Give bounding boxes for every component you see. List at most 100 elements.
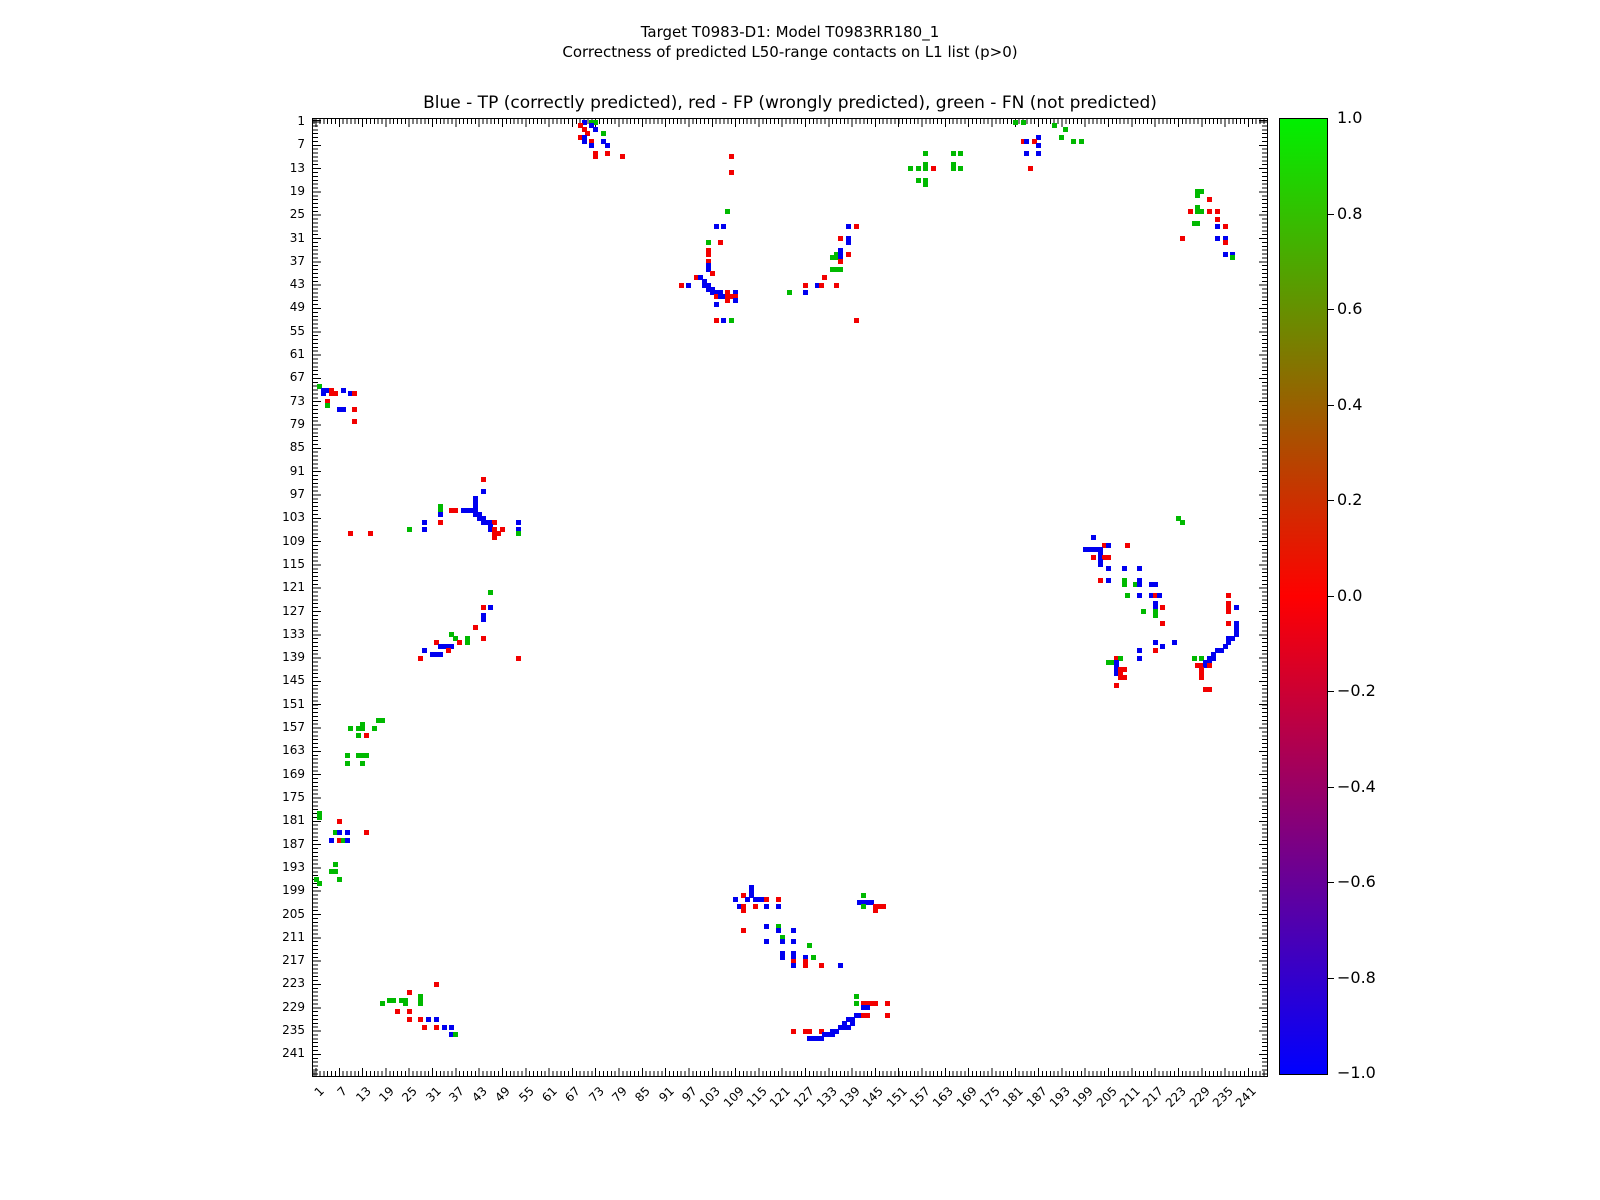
data-point: [958, 166, 964, 172]
data-point: [472, 504, 478, 510]
x-tick-label: 85: [632, 1084, 654, 1105]
data-point: [336, 838, 342, 844]
colorbar-tick: [1328, 309, 1334, 310]
data-point: [923, 162, 929, 168]
x-tick-label: 37: [446, 1084, 467, 1105]
data-point: [352, 406, 358, 412]
right-axis-ticks: [1262, 119, 1267, 1076]
data-point: [1175, 515, 1181, 521]
data-point: [406, 1016, 412, 1022]
data-point: [1125, 593, 1131, 599]
data-point: [1207, 208, 1213, 214]
data-point: [1028, 166, 1034, 172]
data-point: [488, 527, 494, 533]
data-point: [1199, 667, 1205, 673]
data-point: [336, 818, 342, 824]
data-point: [1113, 663, 1119, 669]
data-point: [1024, 150, 1030, 156]
data-point: [1160, 605, 1166, 611]
data-point: [853, 317, 859, 323]
data-point: [861, 892, 867, 898]
data-point: [1121, 667, 1127, 673]
data-point: [329, 387, 335, 393]
data-point: [406, 527, 412, 533]
data-point: [756, 896, 762, 902]
y-tick-label: 169: [282, 766, 305, 781]
data-point: [814, 1036, 820, 1042]
data-point: [717, 294, 723, 300]
data-point: [764, 939, 770, 945]
data-point: [1226, 601, 1232, 607]
x-tick-label: 199: [1070, 1084, 1097, 1111]
colorbar-tick-label: 0.4: [1337, 394, 1363, 414]
data-point: [1152, 640, 1158, 646]
data-point: [325, 387, 331, 393]
data-point: [1195, 663, 1201, 669]
data-point: [810, 954, 816, 960]
data-point: [810, 1036, 816, 1042]
data-point: [1199, 208, 1205, 214]
colorbar-tick: [1328, 500, 1334, 501]
data-point: [803, 282, 808, 288]
data-point: [744, 896, 750, 902]
data-point: [453, 1032, 459, 1038]
data-point: [830, 267, 836, 273]
x-tick-label: 139: [836, 1084, 864, 1111]
data-point: [853, 993, 859, 999]
data-point: [433, 981, 439, 987]
data-point: [1222, 251, 1228, 257]
data-point: [418, 997, 424, 1003]
data-point: [1024, 138, 1030, 144]
colorbar-tick-label: −0.8: [1337, 967, 1376, 987]
data-point: [837, 247, 843, 253]
data-point: [822, 1032, 828, 1038]
data-point: [581, 135, 587, 141]
data-point: [713, 290, 719, 296]
data-point: [1086, 546, 1092, 552]
data-point: [717, 239, 723, 245]
data-point: [1121, 581, 1127, 587]
data-point: [418, 1001, 424, 1007]
data-point: [705, 247, 711, 253]
data-point: [437, 511, 443, 517]
data-point: [402, 997, 408, 1003]
data-point: [1098, 558, 1104, 564]
data-point: [725, 290, 731, 296]
data-point: [1152, 593, 1158, 599]
data-point: [865, 900, 871, 906]
data-point: [1222, 224, 1228, 230]
data-point: [1098, 554, 1104, 560]
data-point: [849, 1016, 855, 1022]
data-point: [752, 904, 758, 910]
data-point: [1051, 123, 1057, 129]
data-point: [1152, 609, 1158, 614]
data-point: [721, 224, 727, 230]
data-point: [515, 655, 521, 661]
data-point: [849, 1020, 855, 1026]
data-point: [803, 290, 808, 296]
data-point: [356, 725, 362, 731]
data-point: [422, 527, 428, 533]
y-tick-label: 205: [282, 906, 305, 921]
y-tick-label: 109: [282, 533, 305, 548]
data-point: [1207, 663, 1213, 669]
data-point: [806, 943, 812, 949]
data-point: [476, 511, 482, 517]
data-point: [472, 624, 478, 630]
data-point: [1152, 612, 1158, 618]
data-point: [329, 869, 335, 875]
data-point: [360, 752, 366, 758]
data-point: [465, 636, 470, 642]
data-point: [915, 177, 921, 183]
data-point: [709, 286, 715, 292]
data-point: [725, 208, 731, 214]
data-point: [402, 1001, 408, 1007]
data-point: [884, 1001, 890, 1007]
data-point: [853, 1013, 859, 1019]
data-point: [818, 282, 824, 288]
data-point: [791, 958, 797, 964]
y-tick-label: 49: [289, 300, 305, 315]
data-point: [1218, 647, 1224, 653]
data-point: [1078, 138, 1084, 144]
data-point: [480, 636, 486, 642]
